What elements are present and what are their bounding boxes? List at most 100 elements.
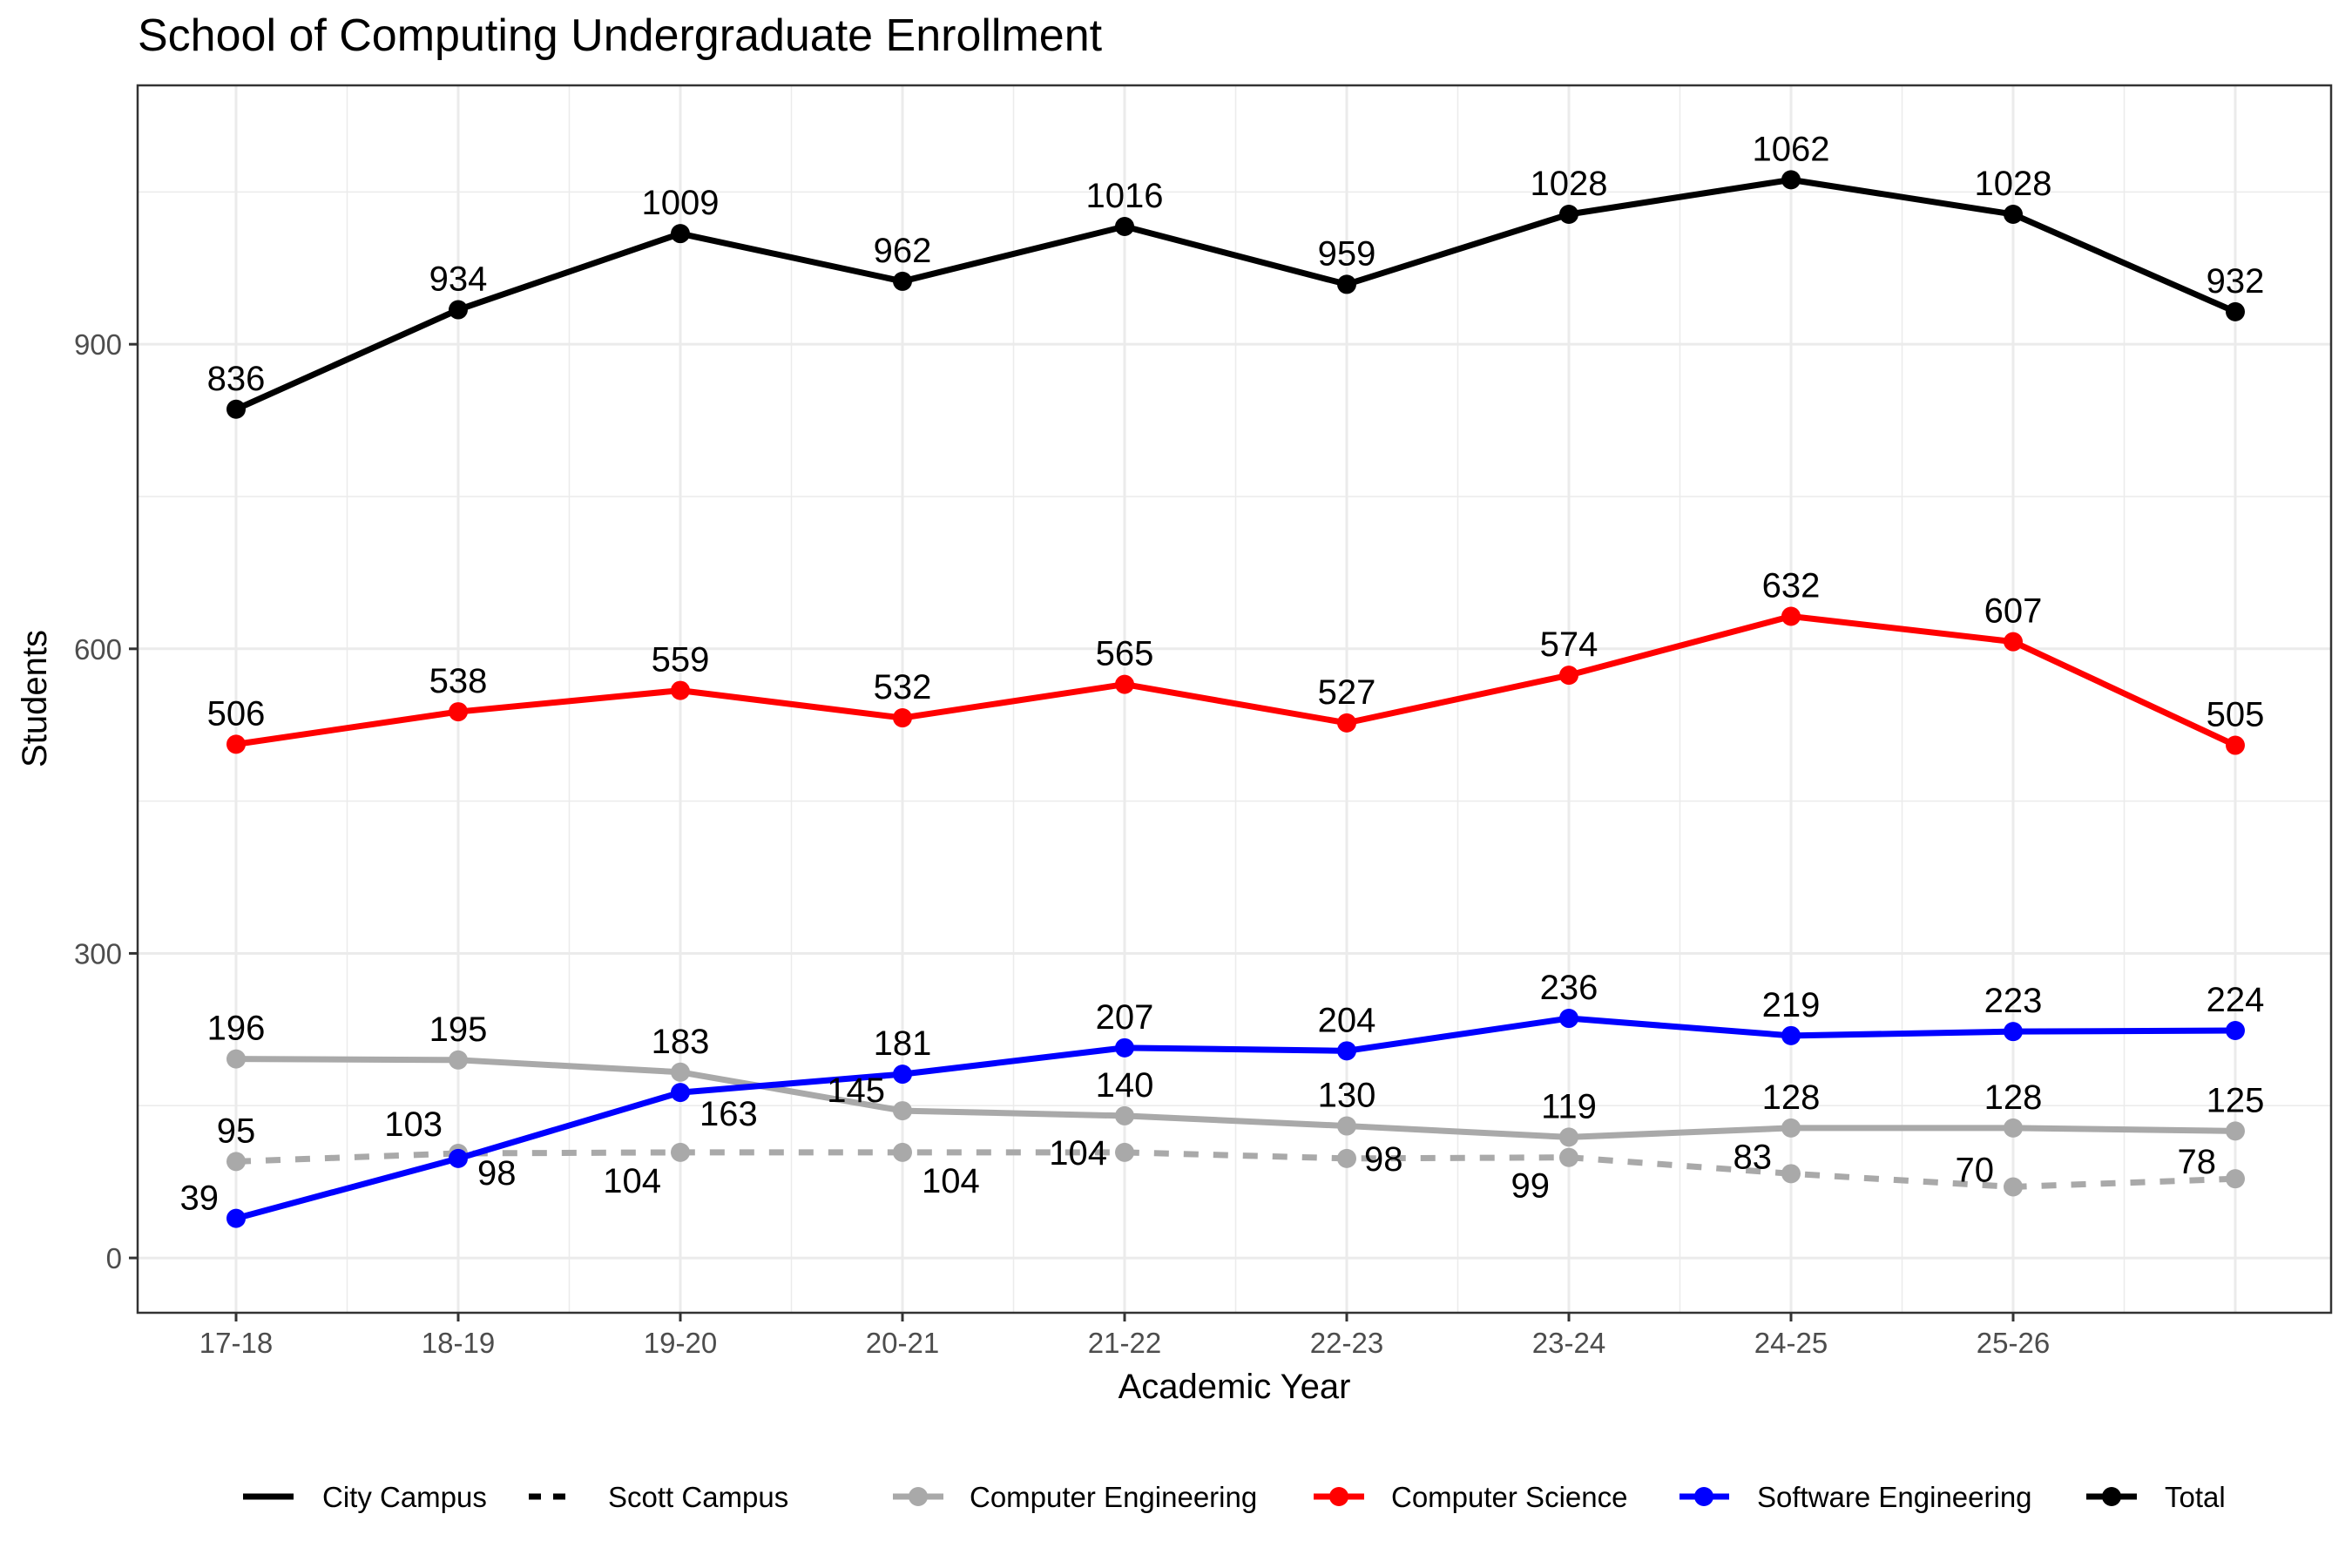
data-label: 128 [1762,1078,1821,1117]
data-label: 70 [1956,1151,1995,1189]
data-point [2226,735,2245,755]
data-label: 538 [429,662,488,700]
legend-item-scott-campus: Scott Campus [529,1481,788,1513]
axes: 0 300 600 900 17-18 18-19 19-20 20-21 21-22 22-23… [74,328,2050,1359]
data-label: 204 [1318,1001,1376,1039]
series-line [235,1015,2236,1221]
legend-label: Scott Campus [608,1481,788,1513]
data-label: 607 [1984,592,2043,631]
data-point [893,1064,912,1085]
legend-label: Software Engineering [1757,1481,2032,1513]
data-point [1781,1164,1801,1184]
data-label: 836 [207,360,266,398]
y-tick-label: 600 [74,633,122,666]
data-label: 1028 [1531,165,1608,203]
data-point [2226,1021,2245,1041]
data-label: 78 [2178,1143,2217,1181]
data-point [1781,170,1801,190]
series-line [235,1149,2236,1190]
data-point [893,708,912,728]
data-point [449,300,468,320]
data-point [1559,1147,1578,1167]
y-tick-label: 300 [74,937,122,970]
data-label: 104 [1049,1134,1107,1173]
y-tick-label: 900 [74,328,122,361]
data-point [1337,713,1356,733]
data-point [1115,1105,1134,1125]
data-label: 196 [207,1010,266,1048]
data-label: 532 [874,668,932,706]
data-label: 145 [827,1071,885,1110]
legend-label: Computer Science [1391,1481,1627,1513]
x-axis-title: Academic Year [1119,1368,1351,1406]
legend-item-computer-science: Computer Science [1314,1481,1627,1513]
x-tick-label: 17-18 [199,1327,273,1359]
series-total-city-campus [226,170,2245,419]
data-point [1337,1116,1356,1136]
x-tick-label: 18-19 [422,1327,495,1359]
data-label: 104 [603,1162,661,1200]
x-tick-label: 23-24 [1532,1327,1605,1359]
legend: City Campus Scott Campus Computer Engine… [243,1481,2226,1513]
legend-key-dot [2102,1487,2121,1506]
series-line [235,1056,2236,1140]
data-label: 128 [1984,1078,2043,1117]
data-point [1115,1142,1134,1162]
x-tick-label: 21-22 [1088,1327,1161,1359]
series-line [235,613,2237,748]
data-point [226,734,246,754]
data-label: 223 [1984,982,2043,1020]
data-point [1337,274,1356,294]
data-label: 130 [1318,1077,1376,1115]
data-point [671,224,690,244]
data-point [893,1142,912,1162]
data-label: 236 [1540,969,1598,1007]
data-point [1559,1127,1578,1147]
data-label: 1028 [1975,165,2052,203]
series-layer [226,170,2245,1228]
data-label: 95 [217,1112,256,1150]
data-point [449,702,468,722]
data-labels: 836 934 1009 962 1016 959 1028 1062 1028 932 506 53… [180,130,2265,1217]
data-label: 125 [2207,1081,2265,1119]
data-label: 1062 [1753,130,1830,168]
series-computer-engineering-city-campus [226,1049,2245,1147]
x-tick-label: 19-20 [644,1327,717,1359]
x-tick-label: 20-21 [866,1327,939,1359]
legend-item-software-engineering: Software Engineering [1680,1481,2032,1513]
data-point [671,1083,690,1103]
data-point [2226,1121,2245,1141]
data-point [1337,1148,1356,1168]
data-label: 140 [1096,1066,1154,1105]
y-tick-label: 0 [106,1242,122,1274]
legend-item-city-campus: City Campus [243,1481,487,1513]
y-axis-title: Students [16,630,54,767]
series-line [234,176,2237,412]
data-point [1115,1037,1134,1058]
data-label: 1016 [1086,177,1164,215]
data-point [2004,1177,2023,1197]
legend-key-dot [909,1487,928,1506]
data-label: 163 [700,1095,758,1133]
series-software-engineering-city-campus [226,1009,2245,1228]
x-tick-label: 22-23 [1310,1327,1383,1359]
x-tick-label: 24-25 [1754,1327,1828,1359]
data-point [893,271,912,291]
data-label: 505 [2207,696,2265,734]
legend-label: City Campus [322,1481,487,1513]
data-label: 98 [1364,1140,1403,1179]
data-point [2226,301,2245,321]
data-label: 565 [1096,635,1154,673]
data-point [226,399,246,419]
data-label: 224 [2207,981,2265,1019]
data-label: 932 [2207,262,2265,301]
data-label: 119 [1541,1087,1597,1125]
data-point [2004,632,2023,652]
data-label: 98 [477,1154,517,1193]
data-label: 1009 [642,184,720,222]
data-point [449,1148,468,1168]
data-point [1115,216,1134,236]
data-point [226,1208,246,1228]
data-label: 183 [652,1023,710,1061]
